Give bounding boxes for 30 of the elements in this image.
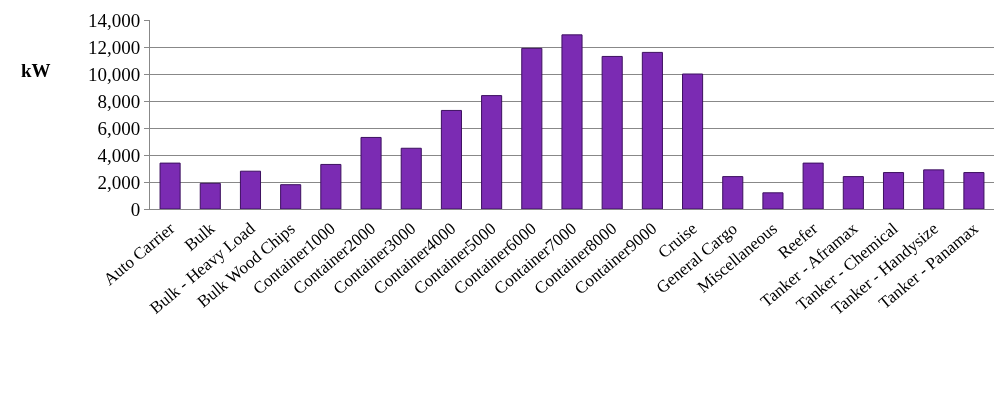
y-tick-label: 12,000 bbox=[87, 36, 141, 58]
bar bbox=[802, 162, 824, 209]
bar bbox=[682, 73, 704, 209]
bar bbox=[360, 136, 382, 209]
y-tick-label: 14,000 bbox=[87, 9, 141, 31]
bar bbox=[963, 172, 985, 209]
bar bbox=[199, 182, 221, 209]
y-tick-label: 2,000 bbox=[97, 171, 141, 193]
bar bbox=[400, 147, 422, 209]
bar bbox=[481, 95, 503, 209]
y-tick-label: 6,000 bbox=[97, 117, 141, 139]
y-tick-label: 0 bbox=[130, 198, 141, 220]
bar bbox=[882, 172, 905, 209]
y-axis-title: kW bbox=[21, 60, 51, 81]
bar bbox=[722, 176, 744, 209]
bar bbox=[762, 192, 784, 209]
bar bbox=[923, 169, 945, 209]
bar bbox=[842, 176, 864, 209]
bar bbox=[440, 109, 462, 209]
bar bbox=[280, 184, 302, 209]
y-tick-label: 8,000 bbox=[97, 90, 141, 112]
y-tick-label: 10,000 bbox=[87, 63, 141, 85]
bar bbox=[641, 51, 663, 209]
bar bbox=[239, 170, 262, 209]
bar bbox=[320, 163, 342, 209]
bar bbox=[159, 162, 181, 209]
y-tick-label: 4,000 bbox=[97, 144, 141, 166]
bar bbox=[561, 34, 583, 209]
bar bbox=[601, 55, 623, 209]
bar bbox=[521, 47, 543, 209]
